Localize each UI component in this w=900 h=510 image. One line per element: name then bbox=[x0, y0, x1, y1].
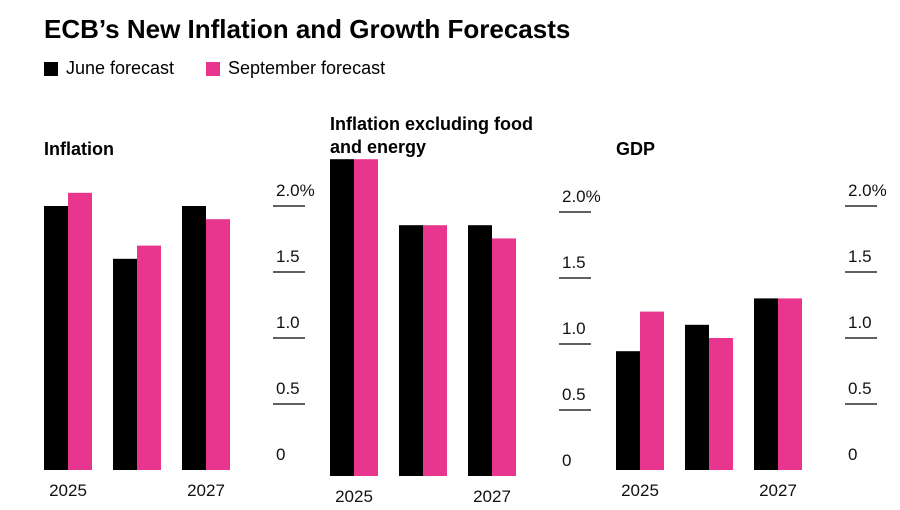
bar bbox=[754, 298, 778, 470]
bar bbox=[399, 225, 423, 476]
y-tick-label: 0.5 bbox=[562, 385, 586, 404]
bar bbox=[423, 225, 447, 476]
y-tick-label: 0.5 bbox=[848, 379, 872, 398]
y-tick-label: 1.5 bbox=[276, 247, 300, 266]
legend-swatch bbox=[44, 61, 58, 76]
bar bbox=[685, 324, 709, 470]
y-tick-label: 1.0 bbox=[276, 313, 300, 332]
y-tick-label: 1.5 bbox=[848, 247, 872, 266]
legend-label: September forecast bbox=[228, 58, 386, 78]
bar bbox=[492, 238, 516, 476]
y-tick-label: 1.5 bbox=[562, 253, 586, 272]
panel-title: Inflation bbox=[44, 139, 114, 159]
x-tick-label: 2025 bbox=[49, 481, 87, 500]
bar bbox=[778, 298, 802, 470]
x-tick-label: 2025 bbox=[335, 487, 373, 506]
y-tick-label: 1.0 bbox=[562, 319, 586, 338]
bar bbox=[468, 225, 492, 476]
bar bbox=[354, 159, 378, 476]
bar bbox=[113, 258, 137, 470]
y-tick-label: 0 bbox=[276, 445, 285, 464]
bar bbox=[330, 159, 354, 476]
panel-title: Inflation excluding food and energy bbox=[330, 114, 533, 157]
bar bbox=[616, 351, 640, 470]
y-tick-label: 2.0% bbox=[276, 181, 315, 200]
x-tick-label: 2027 bbox=[473, 487, 511, 506]
x-tick-label: 2027 bbox=[759, 481, 797, 500]
legend-entry: September forecast bbox=[206, 58, 385, 79]
chart-title: ECB’s New Inflation and Growth Forecasts bbox=[44, 14, 571, 44]
y-tick-label: 2.0% bbox=[562, 187, 601, 206]
bar bbox=[68, 192, 92, 471]
legend-entry: June forecast bbox=[44, 58, 174, 79]
y-tick-label: 1.0 bbox=[848, 313, 872, 332]
y-tick-label: 0 bbox=[848, 445, 857, 464]
bar bbox=[182, 206, 206, 470]
bar bbox=[709, 338, 733, 470]
x-tick-label: 2027 bbox=[187, 481, 225, 500]
bar bbox=[206, 219, 230, 470]
panel-title: GDP bbox=[616, 139, 656, 159]
x-tick-label: 2025 bbox=[621, 481, 659, 500]
y-tick-label: 0.5 bbox=[276, 379, 300, 398]
bar bbox=[137, 245, 161, 470]
legend-label: June forecast bbox=[66, 58, 175, 78]
y-tick-label: 2.0% bbox=[848, 181, 887, 200]
legend-swatch bbox=[206, 61, 220, 76]
bar bbox=[640, 311, 664, 470]
y-tick-label: 0 bbox=[562, 451, 571, 470]
bar bbox=[44, 206, 68, 470]
